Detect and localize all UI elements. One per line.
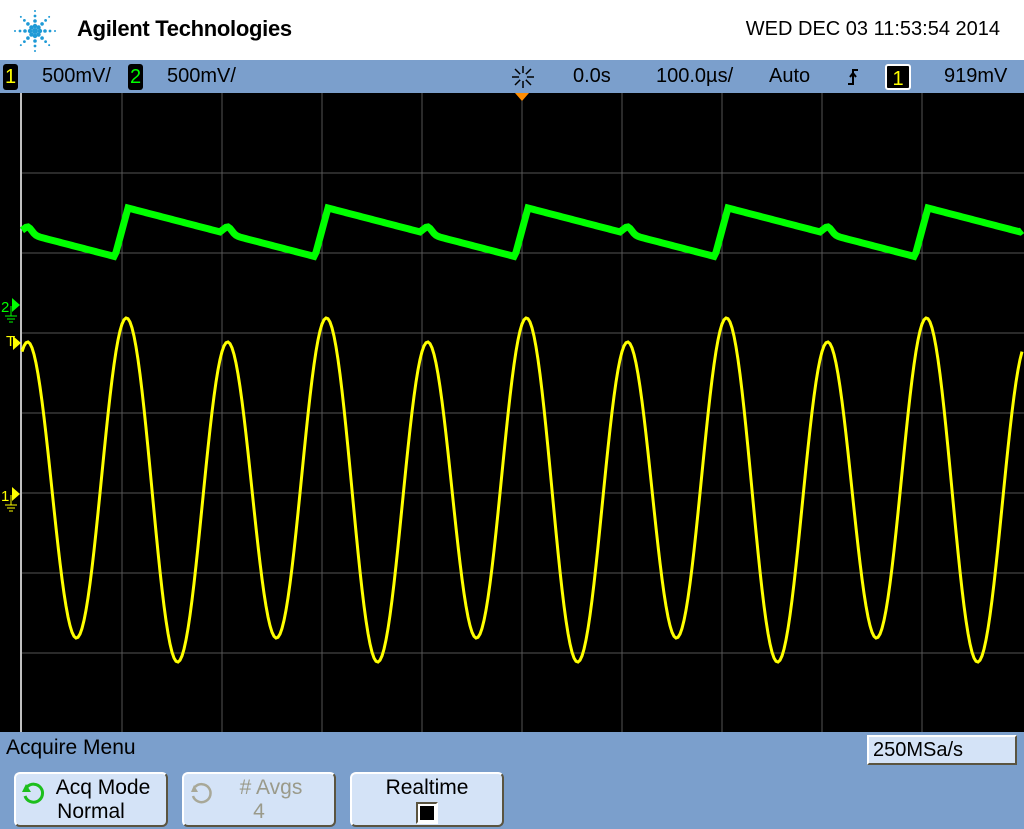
ch1-ground-marker: 1 — [1, 487, 20, 512]
svg-text:2: 2 — [1, 299, 9, 316]
softkey-menu: Acquire Menu 250MSa/s Acq Mode Normal # … — [0, 732, 1024, 829]
svg-text:1: 1 — [1, 488, 9, 505]
trigger-level[interactable]: 919mV — [944, 65, 1008, 87]
time-reference[interactable]: 0.0s — [573, 65, 611, 87]
trigger-source-badge[interactable]: 1 — [885, 64, 911, 90]
avgs-value: 4 — [253, 800, 265, 823]
avgs-softkey[interactable]: # Avgs 4 — [182, 772, 336, 827]
ch1-waveform — [20, 316, 1024, 664]
status-bar: 1 500mV/ 2 500mV/ 0.0s 100.0µs/ Auto 1 9… — [0, 60, 1024, 93]
ch2-scale[interactable]: 500mV/ — [167, 65, 236, 87]
rotate-knob-icon — [22, 782, 45, 804]
acq-mode-value: Normal — [57, 800, 125, 823]
sample-rate: 250MSa/s — [867, 735, 1017, 765]
ch2-badge[interactable]: 2 — [128, 64, 143, 90]
ch1-badge[interactable]: 1 — [3, 64, 18, 90]
trigger-mode[interactable]: Auto — [769, 65, 811, 87]
avgs-label: # Avgs — [239, 776, 303, 799]
datetime: WED DEC 03 11:53:54 2014 — [745, 18, 1000, 40]
ch1-scale[interactable]: 500mV/ — [42, 65, 111, 87]
realtime-softkey[interactable]: Realtime — [350, 772, 504, 827]
trigger-level-marker: T — [6, 333, 21, 350]
header: Agilent Technologies WED DEC 03 11:53:54… — [0, 0, 1024, 60]
acq-mode-label: Acq Mode — [55, 776, 151, 799]
brand-name: Agilent Technologies — [77, 16, 292, 41]
realtime-checkbox[interactable] — [416, 802, 438, 824]
agilent-logo — [14, 10, 56, 52]
time-reference-icon — [512, 66, 534, 88]
ch2-ground-marker: 2 — [1, 298, 20, 323]
timebase[interactable]: 100.0µs/ — [656, 65, 734, 87]
acq-mode-softkey[interactable]: Acq Mode Normal — [14, 772, 168, 827]
trigger-position-marker — [515, 93, 529, 101]
waveform-display: 2 T 1 — [0, 93, 1024, 732]
ch2-waveform — [19, 203, 1024, 261]
graticule: 2 T 1 — [1, 93, 1024, 732]
rising-edge-icon — [848, 69, 858, 85]
rotate-knob-icon — [191, 782, 212, 804]
realtime-label: Realtime — [385, 776, 469, 799]
svg-text:T: T — [6, 333, 15, 350]
menu-title: Acquire Menu — [6, 736, 136, 759]
